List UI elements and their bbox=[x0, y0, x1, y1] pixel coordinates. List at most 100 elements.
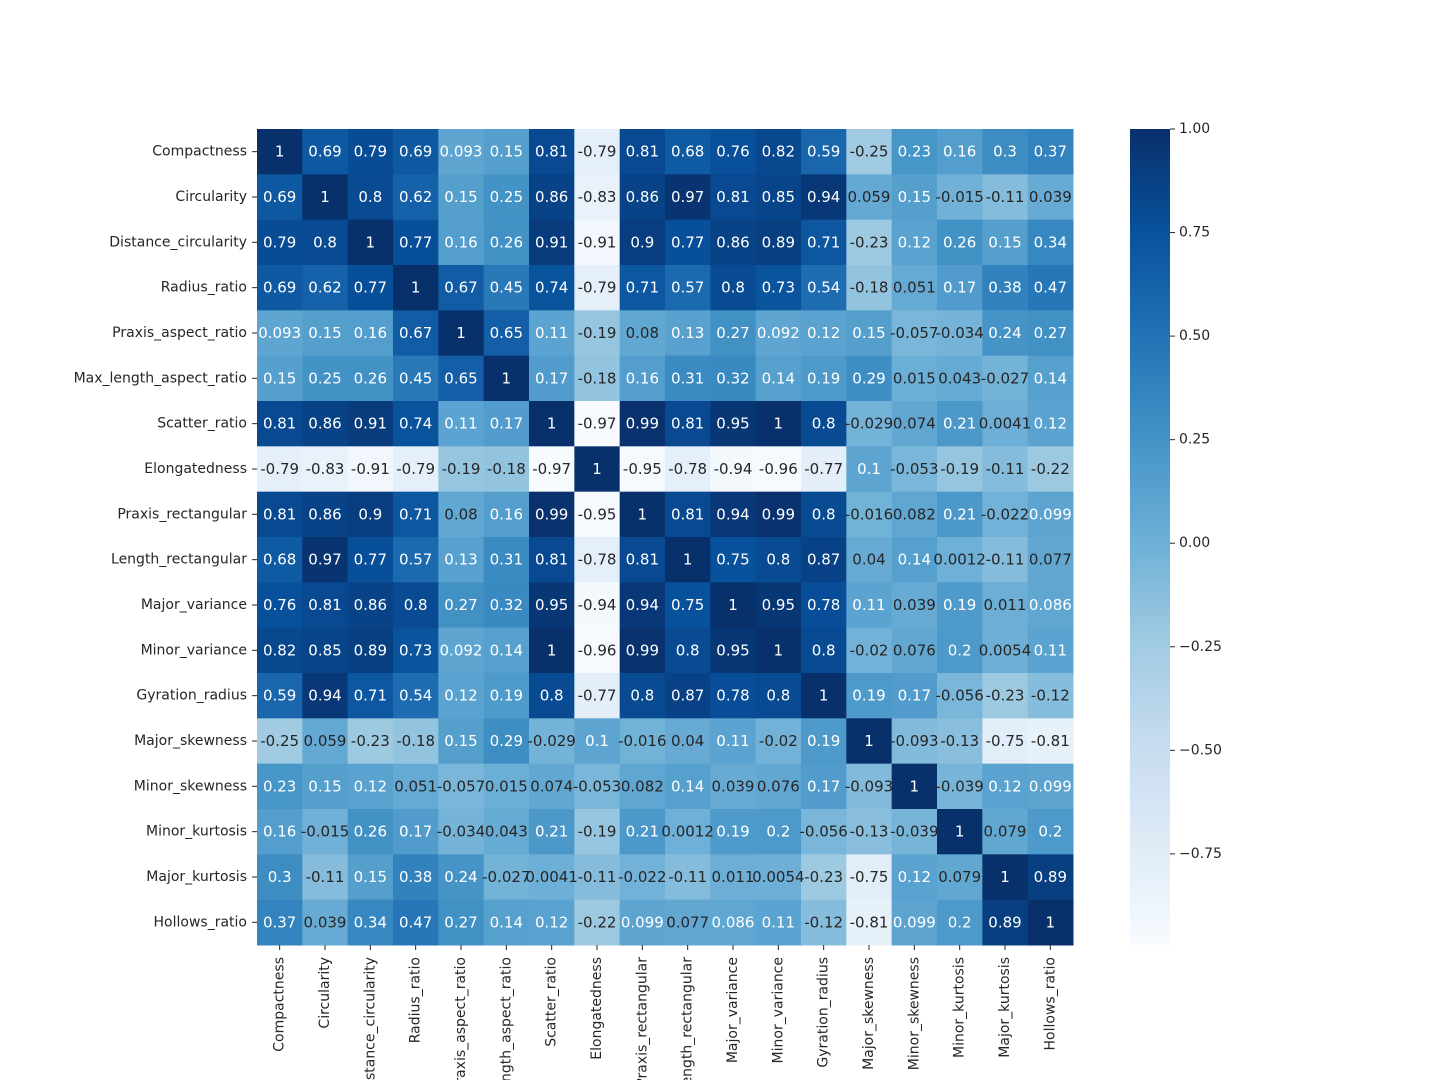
cell-annotation: 1 bbox=[774, 415, 784, 433]
y-tick-label: Distance_circularity bbox=[109, 234, 247, 250]
cell-annotation: 0.059 bbox=[304, 732, 347, 750]
cell-annotation: -0.02 bbox=[759, 732, 798, 750]
heatmap-cell bbox=[891, 537, 938, 583]
heatmap-cell bbox=[846, 582, 893, 629]
cell-annotation: -0.039 bbox=[890, 823, 938, 841]
cell-annotation: -0.12 bbox=[1031, 687, 1070, 705]
x-axis-labels: Compactness Circularity Distance_circulari… bbox=[272, 945, 1058, 1080]
cell-annotation: -0.25 bbox=[260, 732, 299, 750]
heatmap-cell bbox=[1027, 310, 1074, 357]
cell-annotation: 0.27 bbox=[444, 596, 477, 614]
heatmap-cell bbox=[483, 129, 530, 175]
heatmap-cell bbox=[710, 809, 757, 855]
y-tick-label: Elongatedness bbox=[144, 461, 247, 477]
heatmap-cell bbox=[710, 355, 757, 402]
heatmap-cell bbox=[710, 174, 757, 221]
heatmap-cell bbox=[619, 446, 666, 493]
heatmap-cell bbox=[1027, 673, 1074, 719]
heatmap-cell bbox=[257, 129, 303, 175]
heatmap-cell bbox=[438, 355, 485, 402]
heatmap-cell bbox=[665, 129, 711, 175]
cell-annotation: 0.59 bbox=[807, 143, 840, 161]
cell-annotation: 0.65 bbox=[490, 324, 523, 342]
heatmap-cell bbox=[710, 310, 757, 357]
heatmap-cell bbox=[801, 763, 847, 810]
heatmap-cell bbox=[755, 446, 802, 493]
cell-annotation: -0.75 bbox=[850, 868, 889, 886]
cell-annotation: 0.86 bbox=[308, 415, 341, 433]
heatmap-cell bbox=[257, 355, 303, 402]
cell-annotation: 0.81 bbox=[263, 505, 296, 523]
heatmap-cell bbox=[347, 673, 394, 719]
heatmap-cell bbox=[529, 854, 575, 901]
cell-annotation: 0.97 bbox=[671, 188, 704, 206]
heatmap-cell bbox=[483, 401, 530, 447]
cell-annotation: 0.8 bbox=[766, 551, 790, 569]
heatmap-cell bbox=[619, 537, 666, 583]
cell-annotation: 0.04 bbox=[671, 732, 704, 750]
cell-annotation: -0.18 bbox=[578, 369, 617, 387]
cell-annotation: -0.18 bbox=[396, 732, 435, 750]
cell-annotation: 0.78 bbox=[716, 687, 749, 705]
x-tick-label: Minor_skewness bbox=[906, 957, 922, 1070]
heatmap-cell bbox=[619, 627, 666, 674]
heatmap-cell bbox=[574, 627, 621, 674]
heatmap-cell bbox=[393, 355, 439, 402]
heatmap-cell bbox=[846, 401, 893, 447]
heatmap-cell bbox=[665, 446, 711, 493]
heatmap-cell bbox=[801, 310, 847, 357]
x-tick-label: Gyration_radius bbox=[816, 957, 832, 1068]
cell-annotation: 0.8 bbox=[812, 641, 836, 659]
cell-annotation: -0.093 bbox=[845, 777, 893, 795]
cell-annotation: -0.19 bbox=[940, 460, 979, 478]
heatmap-cell bbox=[665, 673, 711, 719]
heatmap-cell bbox=[438, 401, 485, 447]
cell-annotation: -0.19 bbox=[578, 823, 617, 841]
heatmap-cell bbox=[529, 673, 575, 719]
heatmap-cell bbox=[937, 582, 983, 629]
heatmap-cell bbox=[347, 582, 394, 629]
heatmap-cell bbox=[574, 899, 621, 946]
heatmap-cell bbox=[755, 355, 802, 402]
cell-annotation: 0.16 bbox=[943, 143, 976, 161]
cell-annotation: 0.62 bbox=[399, 188, 432, 206]
cell-annotation: 0.9 bbox=[358, 505, 382, 523]
cell-annotation: -0.039 bbox=[935, 777, 983, 795]
cell-annotation: 1 bbox=[910, 777, 920, 795]
heatmap-cell bbox=[438, 854, 485, 901]
cell-annotation: 0.75 bbox=[671, 596, 704, 614]
heatmap-cell bbox=[846, 899, 893, 946]
cell-annotation: 0.86 bbox=[308, 505, 341, 523]
cell-annotation: 0.54 bbox=[399, 687, 432, 705]
cell-annotation: 0.15 bbox=[263, 369, 296, 387]
cell-annotation: 0.15 bbox=[308, 324, 341, 342]
cell-annotation: 0.45 bbox=[490, 279, 523, 297]
cell-annotation: -0.015 bbox=[301, 823, 349, 841]
cell-annotation: 0.082 bbox=[893, 505, 936, 523]
heatmap-cell bbox=[937, 627, 983, 674]
heatmap-cell bbox=[574, 265, 621, 311]
y-tick-label: Compactness bbox=[152, 144, 247, 160]
heatmap-cell bbox=[257, 718, 303, 765]
colorbar-tick-label: −0.50 bbox=[1179, 742, 1222, 758]
cell-annotation: 0.8 bbox=[404, 596, 428, 614]
cell-annotation: 0.11 bbox=[535, 324, 568, 342]
heatmap-cell bbox=[483, 355, 530, 402]
cell-annotation: 0.092 bbox=[440, 641, 483, 659]
heatmap-cell bbox=[529, 401, 575, 447]
heatmap-cell bbox=[619, 673, 666, 719]
heatmap-cell bbox=[1027, 627, 1074, 674]
heatmap-cell bbox=[529, 310, 575, 357]
cell-annotation: 0.15 bbox=[852, 324, 885, 342]
heatmap-cell bbox=[710, 718, 757, 765]
cell-annotation: 0.076 bbox=[757, 777, 800, 795]
heatmap-cell bbox=[665, 219, 711, 266]
heatmap-cell bbox=[574, 718, 621, 765]
heatmap-cell bbox=[710, 491, 757, 538]
heatmap-cell bbox=[982, 854, 1029, 901]
heatmap-cell bbox=[619, 718, 666, 765]
heatmap-cell bbox=[483, 673, 530, 719]
cell-annotation: 0.25 bbox=[490, 188, 523, 206]
cell-annotation: 0.17 bbox=[807, 777, 840, 795]
heatmap-cell bbox=[891, 446, 938, 493]
